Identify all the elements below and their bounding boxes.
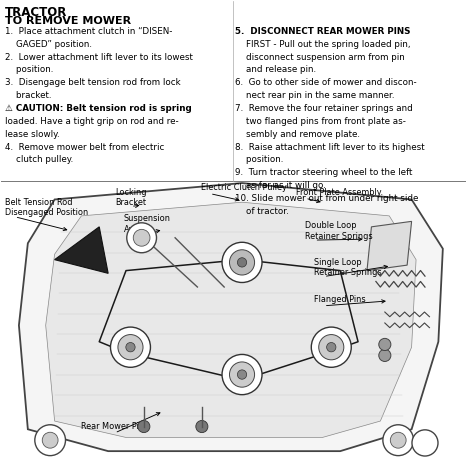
Text: disconnect suspension arm from pin: disconnect suspension arm from pin: [236, 53, 405, 61]
Text: 2.  Lower attachment lift lever to its lowest: 2. Lower attachment lift lever to its lo…: [5, 53, 193, 61]
Circle shape: [390, 432, 406, 448]
Circle shape: [127, 223, 156, 253]
Text: Flanged Pins: Flanged Pins: [314, 295, 366, 304]
Circle shape: [311, 327, 351, 367]
Text: loaded. Have a tight grip on rod and re-: loaded. Have a tight grip on rod and re-: [5, 117, 179, 126]
Circle shape: [229, 362, 255, 387]
Text: GAGED” position.: GAGED” position.: [5, 40, 92, 49]
Text: as far as it will go.: as far as it will go.: [236, 181, 326, 190]
Circle shape: [237, 258, 246, 267]
Text: 6.  Go to other side of mower and discon-: 6. Go to other side of mower and discon-: [236, 78, 417, 87]
Circle shape: [35, 425, 65, 455]
Text: nect rear pin in the same manner.: nect rear pin in the same manner.: [236, 91, 395, 100]
Circle shape: [383, 425, 413, 455]
Text: two flanged pins from front plate as-: two flanged pins from front plate as-: [236, 117, 406, 126]
Text: 3.  Disengage belt tension rod from lock: 3. Disengage belt tension rod from lock: [5, 78, 181, 87]
Circle shape: [138, 420, 150, 432]
Text: lease slowly.: lease slowly.: [5, 130, 60, 139]
Text: Electric Clutch Pulley: Electric Clutch Pulley: [201, 183, 286, 192]
Circle shape: [42, 432, 58, 448]
Circle shape: [118, 334, 143, 360]
Text: 1.  Place attachment clutch in “DISEN-: 1. Place attachment clutch in “DISEN-: [5, 27, 173, 36]
Text: 4.  Remove mower belt from electric: 4. Remove mower belt from electric: [5, 143, 165, 151]
Text: Locking
Bracket: Locking Bracket: [115, 188, 146, 207]
Circle shape: [319, 334, 344, 360]
Circle shape: [229, 250, 255, 275]
Polygon shape: [46, 202, 416, 438]
Text: 9.  Turn tractor steering wheel to the left: 9. Turn tractor steering wheel to the le…: [236, 168, 413, 177]
Text: 7.  Remove the four retainer springs and: 7. Remove the four retainer springs and: [236, 104, 413, 113]
Text: TRACTOR: TRACTOR: [5, 6, 68, 19]
Text: Single Loop
Retainer Springs: Single Loop Retainer Springs: [314, 258, 382, 277]
Polygon shape: [367, 221, 411, 271]
Text: clutch pulley.: clutch pulley.: [5, 156, 73, 165]
Circle shape: [196, 420, 208, 432]
Polygon shape: [19, 183, 443, 451]
Circle shape: [222, 242, 262, 282]
Text: 8.  Raise attachment lift lever to its highest: 8. Raise attachment lift lever to its hi…: [236, 143, 425, 151]
Circle shape: [379, 338, 391, 350]
Circle shape: [327, 342, 336, 352]
Circle shape: [110, 327, 150, 367]
Text: Double Loop
Retainer Springs: Double Loop Retainer Springs: [305, 221, 373, 241]
Text: Front Plate Assembly: Front Plate Assembly: [296, 188, 382, 197]
Circle shape: [379, 349, 391, 362]
Circle shape: [237, 370, 246, 379]
Text: position.: position.: [236, 156, 284, 165]
Text: Rear Mower Pins: Rear Mower Pins: [81, 423, 148, 431]
Text: TO REMOVE MOWER: TO REMOVE MOWER: [5, 16, 131, 26]
Circle shape: [412, 430, 438, 456]
Text: sembly and remove plate.: sembly and remove plate.: [236, 130, 360, 139]
Text: and release pin.: and release pin.: [236, 66, 317, 75]
Text: 10. Slide mower out from under right side: 10. Slide mower out from under right sid…: [236, 194, 419, 203]
Polygon shape: [55, 227, 108, 273]
Text: bracket.: bracket.: [5, 91, 52, 100]
Circle shape: [126, 342, 135, 352]
Circle shape: [133, 229, 150, 246]
Text: Belt Tension Rod
Disengaged Position: Belt Tension Rod Disengaged Position: [5, 198, 89, 218]
Text: FIRST - Pull out the spring loaded pin,: FIRST - Pull out the spring loaded pin,: [236, 40, 411, 49]
Text: of tractor.: of tractor.: [236, 207, 289, 216]
Text: Suspension
Arms: Suspension Arms: [124, 214, 171, 234]
Text: position.: position.: [5, 66, 54, 75]
Text: ⚠ CAUTION: Belt tension rod is spring: ⚠ CAUTION: Belt tension rod is spring: [5, 104, 192, 113]
Text: 5.  DISCONNECT REAR MOWER PINS: 5. DISCONNECT REAR MOWER PINS: [236, 27, 411, 36]
Circle shape: [222, 355, 262, 394]
